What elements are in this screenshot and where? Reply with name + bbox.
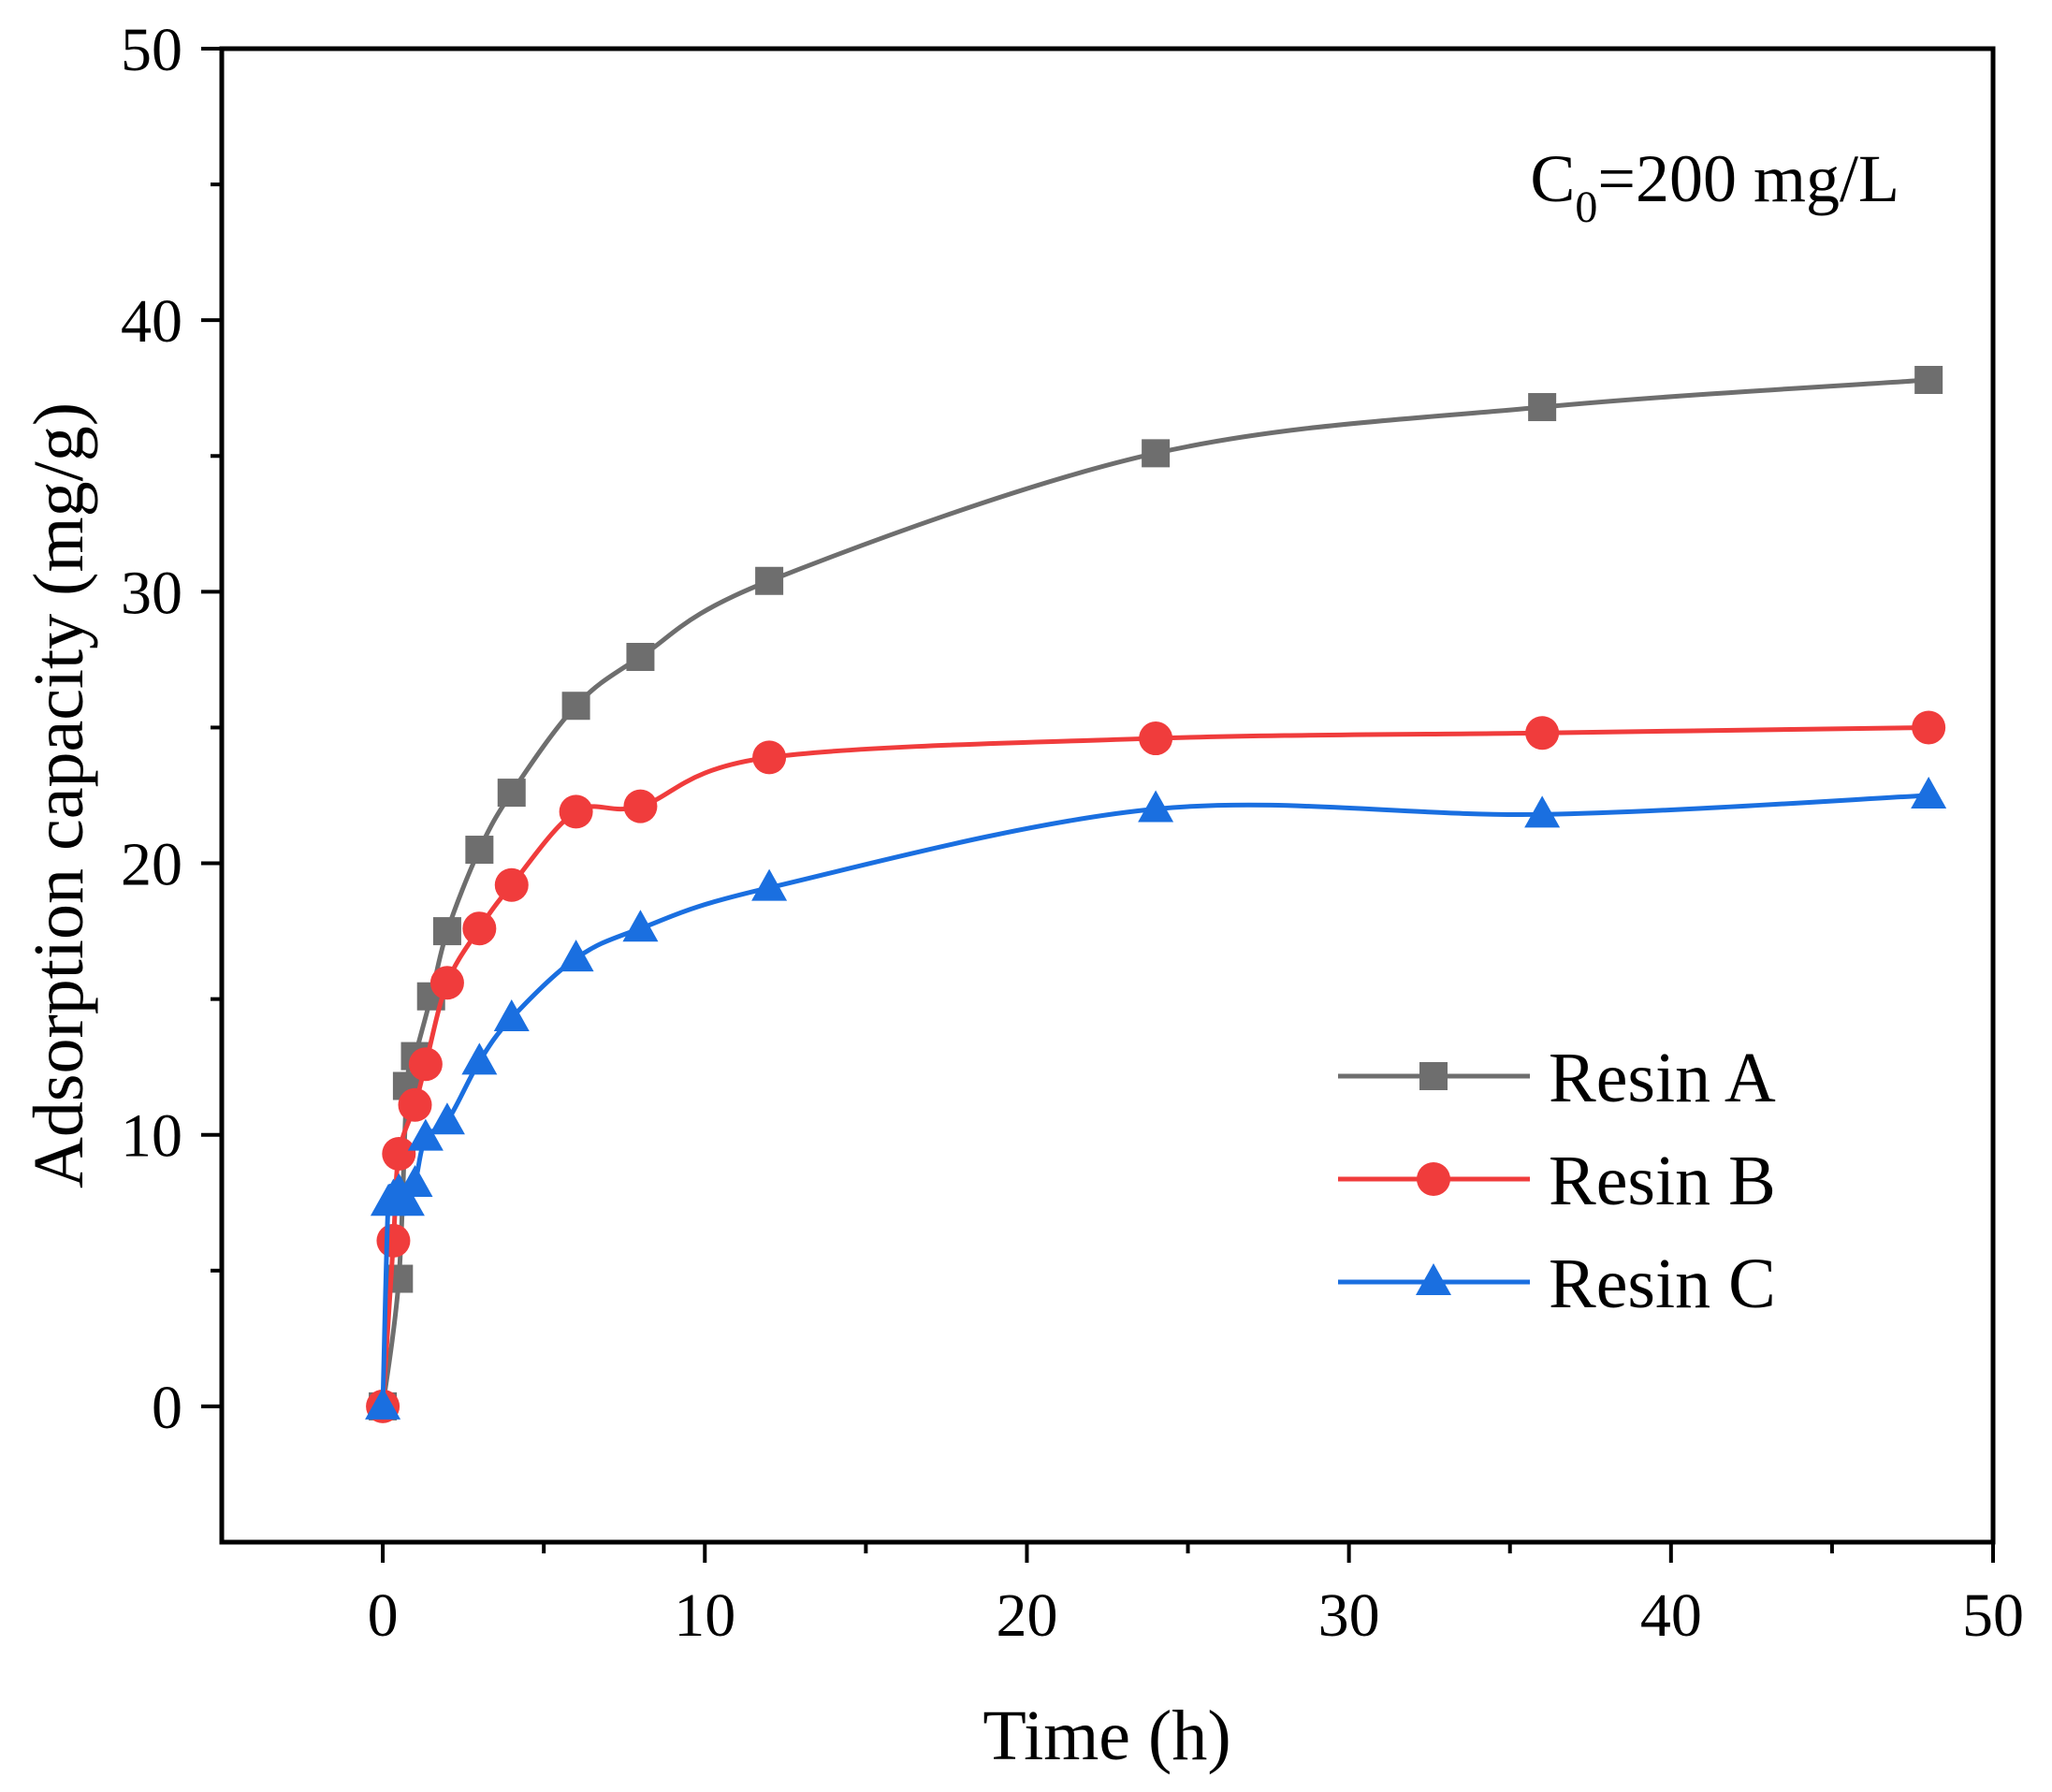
legend-label: Resin B <box>1549 1142 1776 1220</box>
resin-c-point <box>407 1118 444 1151</box>
annotation-main: C <box>1530 141 1575 216</box>
legend-item-resin-a: Resin A <box>1338 1039 1776 1117</box>
legend-label: Resin A <box>1549 1039 1776 1117</box>
series-layer <box>365 366 1947 1423</box>
legend-marker <box>1419 1062 1448 1090</box>
resin-a-point <box>561 692 590 721</box>
resin-a-point <box>755 566 784 595</box>
resin-b-point <box>1139 721 1173 756</box>
x-tick-label: 30 <box>1318 1581 1380 1650</box>
y-tick-label: 10 <box>121 1102 182 1171</box>
y-axis-title: Adsorption capacity (mg/g) <box>20 402 98 1188</box>
resin-c-point <box>461 1042 498 1075</box>
y-tick-label: 40 <box>121 287 182 356</box>
resin-a-point <box>465 836 494 865</box>
resin-c-point <box>493 998 530 1031</box>
y-tick-label: 30 <box>121 559 182 627</box>
resin-c-point <box>558 940 594 972</box>
resin-b-point <box>623 789 658 823</box>
resin-b-point <box>376 1223 411 1258</box>
x-tick-label: 50 <box>1962 1581 2024 1650</box>
y-tick-label: 20 <box>121 831 182 899</box>
resin-a-point <box>1528 393 1557 422</box>
resin-b-point <box>382 1137 416 1172</box>
resin-b-point <box>408 1047 443 1082</box>
x-tick-label: 40 <box>1640 1581 1702 1650</box>
legend-marker <box>1416 1263 1451 1295</box>
resin-b-point <box>398 1087 432 1122</box>
y-tick-label: 0 <box>152 1374 182 1442</box>
resin-c-point <box>751 868 788 901</box>
x-tick-label: 0 <box>368 1581 399 1650</box>
resin-b-point <box>1912 710 1946 745</box>
resin-c-point <box>622 910 659 942</box>
resin-c-point <box>1138 790 1174 823</box>
concentration-annotation: C0=200 mg/L <box>1530 141 1899 232</box>
resin-c-point <box>429 1102 465 1135</box>
x-tick-label: 20 <box>996 1581 1057 1650</box>
resin-b-point <box>429 966 464 1000</box>
legend-item-resin-c: Resin C <box>1338 1245 1776 1323</box>
legend-marker <box>1417 1162 1450 1196</box>
resin-c-point <box>1524 795 1561 828</box>
legend-item-resin-b: Resin B <box>1338 1142 1776 1220</box>
resin-a-point <box>1914 366 1943 395</box>
resin-b-point <box>752 740 787 775</box>
resin-c-point <box>397 1164 433 1197</box>
annotation-rest: =200 mg/L <box>1597 141 1899 216</box>
resin-a-point <box>1142 439 1171 468</box>
resin-c-point <box>1911 777 1947 809</box>
y-tick-label: 50 <box>121 16 182 84</box>
resin-a-point <box>626 643 655 672</box>
resin-b-point <box>1525 716 1560 750</box>
resin-b-point <box>559 794 593 829</box>
legend: Resin A Resin B Resin C <box>1338 1039 1776 1323</box>
resin-c-series <box>365 777 1947 1420</box>
resin-c-point <box>388 1184 425 1217</box>
resin-a-point <box>432 917 461 946</box>
resin-b-point <box>462 911 497 946</box>
ticks-layer: 0 10 20 30 40 50 0 10 20 30 40 50 <box>121 16 2024 1650</box>
plot-frame <box>219 46 1996 1545</box>
legend-label: Resin C <box>1549 1245 1776 1323</box>
x-axis-title: Time (h) <box>982 1697 1230 1775</box>
annotation-subscript: 0 <box>1575 182 1597 232</box>
resin-b-point <box>494 867 529 902</box>
resin-a-point <box>497 779 526 808</box>
x-tick-label: 10 <box>674 1581 735 1650</box>
resin-c-point <box>365 1387 401 1420</box>
